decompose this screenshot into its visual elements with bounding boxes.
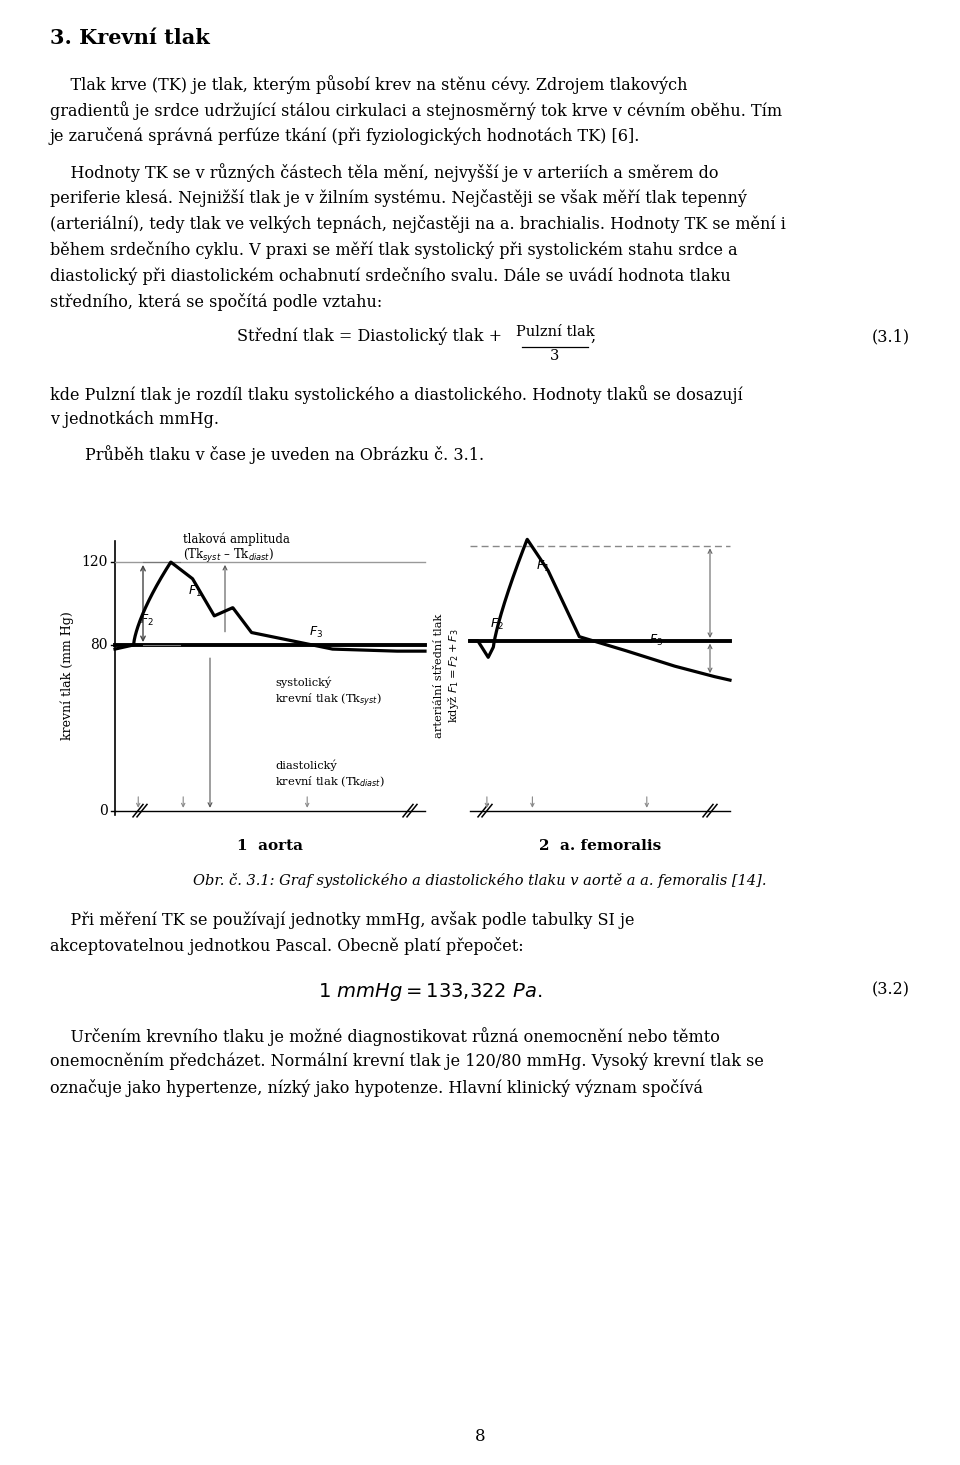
Text: označuje jako hypertenze, nízký jako hypotenze. Hlavní klinický význam spočívá: označuje jako hypertenze, nízký jako hyp…	[50, 1080, 703, 1097]
Text: tlaková amplituda: tlaková amplituda	[183, 533, 290, 546]
Text: krevní tlak (mm Hg): krevní tlak (mm Hg)	[60, 611, 74, 740]
Text: středního, která se spočítá podle vztahu:: středního, která se spočítá podle vztahu…	[50, 293, 382, 311]
Text: gradientů je srdce udržující stálou cirkulaci a stejnosměrný tok krve v cévním o: gradientů je srdce udržující stálou cirk…	[50, 101, 782, 120]
Text: (Tk$_{syst}$ – Tk$_{diast}$): (Tk$_{syst}$ – Tk$_{diast}$)	[183, 546, 275, 565]
Text: diastolický
krevní tlak (Tk$_{diast}$): diastolický krevní tlak (Tk$_{diast}$)	[275, 760, 385, 790]
Text: $F_2$: $F_2$	[490, 617, 504, 631]
Text: Střední tlak = Diastolický tlak +: Střední tlak = Diastolický tlak +	[237, 328, 507, 344]
Text: $F_3$: $F_3$	[649, 633, 662, 649]
Text: (3.1): (3.1)	[872, 328, 910, 344]
Text: 120: 120	[82, 555, 108, 568]
Text: Průběh tlaku v čase je uveden na Obrázku č. 3.1.: Průběh tlaku v čase je uveden na Obrázku…	[85, 445, 484, 464]
Text: onemocněním předcházet. Normální krevní tlak je 120/80 mmHg. Vysoký krevní tlak : onemocněním předcházet. Normální krevní …	[50, 1053, 764, 1071]
Text: Tlak krve (TK) je tlak, kterým působí krev na stěnu cévy. Zdrojem tlakových: Tlak krve (TK) je tlak, kterým působí kr…	[50, 75, 687, 94]
Text: $F_3$: $F_3$	[309, 626, 324, 640]
Text: 8: 8	[474, 1428, 486, 1444]
Text: ,: ,	[590, 328, 595, 344]
Text: 3: 3	[550, 349, 560, 363]
Text: během srdečního cyklu. V praxi se měří tlak systolický při systolickém stahu srd: během srdečního cyklu. V praxi se měří t…	[50, 242, 737, 259]
Text: Hodnoty TK se v různých částech těla mění, nejvyšší je v arteriích a směrem do: Hodnoty TK se v různých částech těla měn…	[50, 163, 718, 182]
Text: $F_2$: $F_2$	[140, 612, 154, 627]
Text: 80: 80	[90, 637, 108, 652]
Text: diastolický při diastolickém ochabnutí srdečního svalu. Dále se uvádí hodnota tl: diastolický při diastolickém ochabnutí s…	[50, 267, 731, 286]
Text: Při měření TK se používají jednotky mmHg, avšak podle tabulky SI je: Při měření TK se používají jednotky mmHg…	[50, 911, 635, 929]
Text: systolický
krevní tlak (Tk$_{syst}$): systolický krevní tlak (Tk$_{syst}$)	[275, 677, 381, 709]
Text: Pulzní tlak: Pulzní tlak	[516, 325, 594, 338]
Text: je zaručená správná perfúze tkání (při fyziologických hodnotách TK) [6].: je zaručená správná perfúze tkání (při f…	[50, 127, 640, 145]
Text: $F_1$: $F_1$	[537, 558, 550, 574]
Text: akceptovatelnou jednotkou Pascal. Obecně platí přepočet:: akceptovatelnou jednotkou Pascal. Obecně…	[50, 938, 523, 955]
Text: arteriální střední tlak
když $F_1 = F_2 + F_3$: arteriální střední tlak když $F_1 = F_2 …	[434, 614, 462, 738]
Text: Určením krevního tlaku je možné diagnostikovat různá onemocnění nebo těmto: Určením krevního tlaku je možné diagnost…	[50, 1027, 720, 1046]
Text: $F_1$: $F_1$	[188, 583, 203, 599]
Text: 1  aorta: 1 aorta	[237, 839, 303, 853]
Text: kde Pulzní tlak je rozdíl tlaku systolického a diastolického. Hodnoty tlaků se d: kde Pulzní tlak je rozdíl tlaku systolic…	[50, 385, 743, 404]
Text: $1\ mmHg = 133{,}322\ Pa.$: $1\ mmHg = 133{,}322\ Pa.$	[318, 982, 542, 1004]
Text: v jednotkách mmHg.: v jednotkách mmHg.	[50, 412, 219, 428]
Text: (3.2): (3.2)	[872, 982, 910, 998]
Text: 2  a. femoralis: 2 a. femoralis	[539, 839, 661, 853]
Text: (arteriální), tedy tlak ve velkých tepnách, nejčastěji na a. brachialis. Hodnoty: (arteriální), tedy tlak ve velkých tepná…	[50, 215, 786, 233]
Text: periferie klesá. Nejnižší tlak je v žilním systému. Nejčastěji se však měří tlak: periferie klesá. Nejnižší tlak je v žiln…	[50, 189, 747, 207]
Text: 3. Krevní tlak: 3. Krevní tlak	[50, 28, 209, 48]
Text: 0: 0	[99, 804, 108, 817]
Text: Obr. č. 3.1: Graf systolického a diastolického tlaku v aortě a a. femoralis [14]: Obr. č. 3.1: Graf systolického a diastol…	[193, 873, 767, 888]
